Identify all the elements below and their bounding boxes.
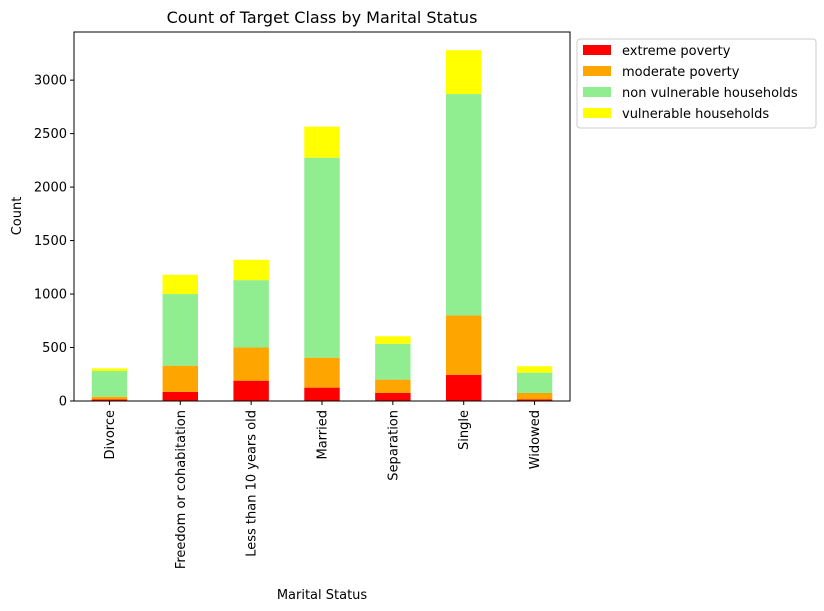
bar-segment bbox=[446, 50, 482, 95]
x-axis-ticks: Divorce Freedom or cohabitation Less than … bbox=[103, 401, 543, 569]
y-tick-label: 1000 bbox=[34, 288, 67, 303]
bar-segment bbox=[375, 336, 411, 344]
bar-segment bbox=[304, 387, 340, 401]
bar-segment bbox=[516, 399, 553, 401]
y-axis-ticks: 0 500 1000 1500 2000 2500 3000 bbox=[34, 74, 74, 410]
bar-segment bbox=[91, 399, 128, 401]
bar-segment bbox=[233, 280, 269, 348]
bar-segment bbox=[375, 343, 411, 380]
bar-segment bbox=[446, 315, 482, 375]
legend: extreme poverty moderate poverty non vulne… bbox=[576, 38, 817, 129]
bar-segment bbox=[233, 380, 269, 401]
x-tick-label: Single bbox=[457, 410, 472, 450]
bar-segment bbox=[375, 379, 411, 393]
x-tick-label: Married bbox=[316, 410, 331, 460]
bar-segment bbox=[304, 126, 340, 158]
bar-segment bbox=[233, 347, 269, 381]
x-tick-label: Freedom or cohabitation bbox=[174, 410, 189, 569]
bar-segment bbox=[162, 274, 198, 295]
plot-frame bbox=[73, 31, 571, 402]
bars bbox=[91, 50, 553, 401]
x-tick-label: Less than 10 years old bbox=[245, 410, 260, 557]
y-tick-label: 2500 bbox=[34, 127, 67, 142]
bar-segment bbox=[446, 374, 482, 401]
legend-label: extreme poverty bbox=[622, 44, 731, 59]
bar-segment bbox=[375, 392, 411, 401]
x-tick-label: Widowed bbox=[528, 410, 543, 469]
y-tick-label: 2000 bbox=[34, 181, 67, 196]
bar-segment bbox=[304, 357, 340, 388]
legend-frame bbox=[576, 38, 817, 129]
y-tick-label: 500 bbox=[42, 341, 67, 356]
y-tick-label: 0 bbox=[59, 395, 67, 410]
legend-label: vulnerable households bbox=[622, 107, 769, 122]
x-axis-label: Marital Status bbox=[277, 588, 368, 603]
legend-label: non vulnerable households bbox=[622, 86, 798, 101]
bar-segment bbox=[162, 294, 198, 366]
legend-swatch bbox=[583, 87, 611, 97]
chart-title: Count of Target Class by Marital Status bbox=[167, 8, 478, 27]
legend-swatch bbox=[583, 108, 611, 118]
bar-segment bbox=[91, 368, 128, 372]
y-tick-label: 1500 bbox=[34, 234, 67, 249]
y-axis-label: Count bbox=[10, 197, 25, 236]
bar-segment bbox=[162, 391, 198, 401]
bar-segment bbox=[304, 157, 340, 358]
legend-swatch bbox=[583, 45, 611, 55]
bar-segment bbox=[516, 392, 553, 400]
bar-segment bbox=[446, 94, 482, 316]
x-tick-label: Divorce bbox=[103, 410, 118, 459]
bar-segment bbox=[162, 365, 198, 392]
x-tick-label: Separation bbox=[386, 410, 401, 481]
bar-segment bbox=[233, 259, 269, 281]
legend-label: moderate poverty bbox=[622, 65, 740, 80]
bar-segment bbox=[516, 366, 553, 373]
y-tick-label: 3000 bbox=[34, 74, 67, 89]
bar-segment bbox=[516, 372, 553, 393]
bar-segment bbox=[91, 371, 128, 397]
bar-segment bbox=[91, 396, 128, 400]
legend-swatch bbox=[583, 66, 611, 76]
